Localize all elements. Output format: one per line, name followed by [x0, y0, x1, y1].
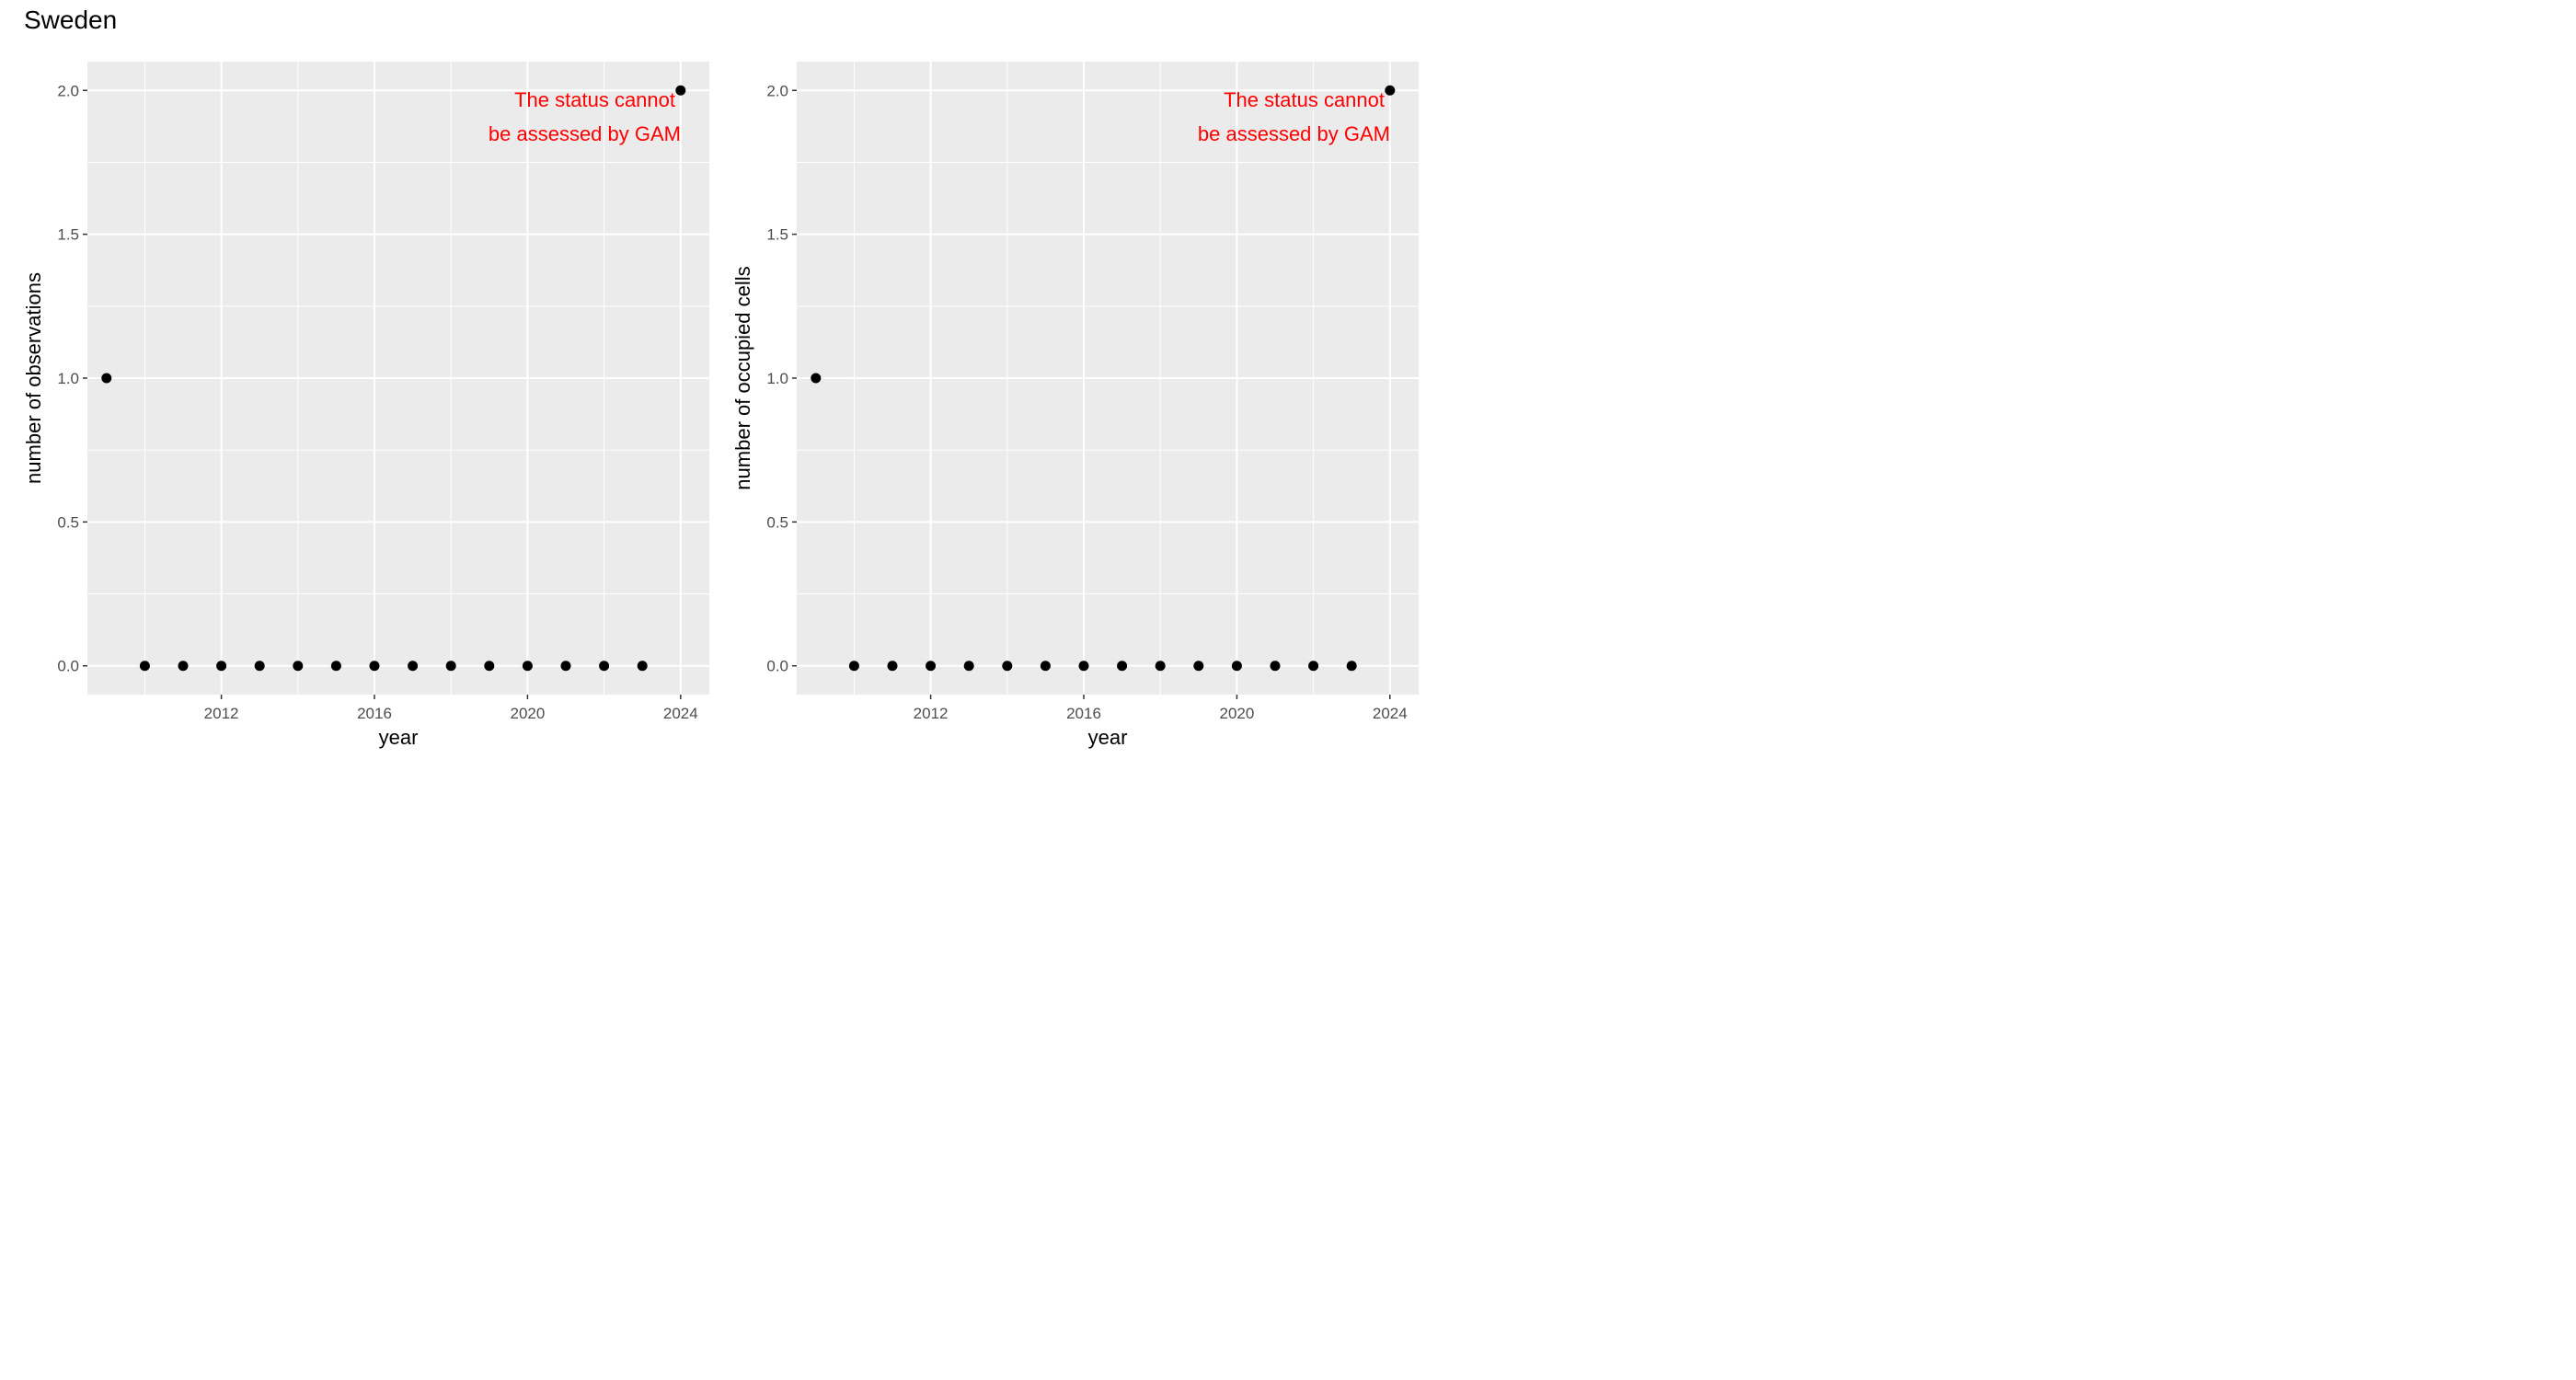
x-tick-label: 2012 [204, 705, 239, 722]
annotation-text: be assessed by GAM [1198, 122, 1390, 145]
data-point [408, 661, 419, 672]
data-point [1040, 661, 1051, 672]
data-point [675, 85, 686, 96]
data-point [1117, 661, 1128, 672]
y-tick-label: 0.0 [766, 658, 788, 675]
chart-area: 2012 2016 2020 2024 0.0 0.5 1.0 1.5 2.0 year numbe… [22, 62, 1419, 749]
y-tick-label: 1.5 [766, 226, 788, 244]
annotation-text: The status cannot [1224, 88, 1385, 111]
data-point [1308, 661, 1319, 672]
data-point [1002, 661, 1013, 672]
data-point [811, 373, 822, 384]
y-tick-label: 0.5 [766, 513, 788, 531]
x-tick-label: 2024 [1373, 705, 1408, 722]
data-point [637, 661, 648, 672]
data-point [1193, 661, 1204, 672]
x-tick-label: 2016 [1066, 705, 1101, 722]
x-tick-label: 2020 [510, 705, 545, 722]
y-tick-label: 1.0 [766, 370, 788, 387]
x-tick-label: 2020 [1219, 705, 1254, 722]
data-point [293, 661, 304, 672]
data-point [1155, 661, 1166, 672]
data-point [1078, 661, 1089, 672]
data-point [445, 661, 456, 672]
x-tick-label: 2016 [357, 705, 392, 722]
data-point [216, 661, 227, 672]
annotation-text: be assessed by GAM [489, 122, 681, 145]
y-tick-label: 2.0 [57, 82, 79, 99]
y-tick-label: 1.0 [57, 370, 79, 387]
data-point [1270, 661, 1281, 672]
data-point [522, 661, 533, 672]
y-axis-label: number of observations [22, 272, 45, 484]
data-point [848, 661, 859, 672]
data-point [887, 661, 898, 672]
x-tick-label: 2012 [914, 705, 949, 722]
data-point [178, 661, 189, 672]
x-tick-label: 2024 [663, 705, 698, 722]
x-axis-label: year [1088, 726, 1128, 749]
data-point [101, 373, 112, 384]
data-point [330, 661, 341, 672]
annotation-text: The status cannot [514, 88, 675, 111]
data-point [1231, 661, 1242, 672]
data-point [560, 661, 571, 672]
y-tick-label: 2.0 [766, 82, 788, 99]
data-point [254, 661, 265, 672]
data-point [1385, 85, 1396, 96]
y-axis-label: number of occupied cells [731, 266, 754, 489]
data-point [369, 661, 380, 672]
y-tick-label: 0.0 [57, 658, 79, 675]
data-point [599, 661, 610, 672]
data-point [139, 661, 150, 672]
data-point [963, 661, 974, 672]
data-point [1346, 661, 1357, 672]
y-tick-label: 0.5 [57, 513, 79, 531]
page-title: Sweden [24, 6, 118, 34]
y-tick-label: 1.5 [57, 226, 79, 244]
data-point [484, 661, 495, 672]
data-point [926, 661, 937, 672]
x-axis-label: year [379, 726, 419, 749]
